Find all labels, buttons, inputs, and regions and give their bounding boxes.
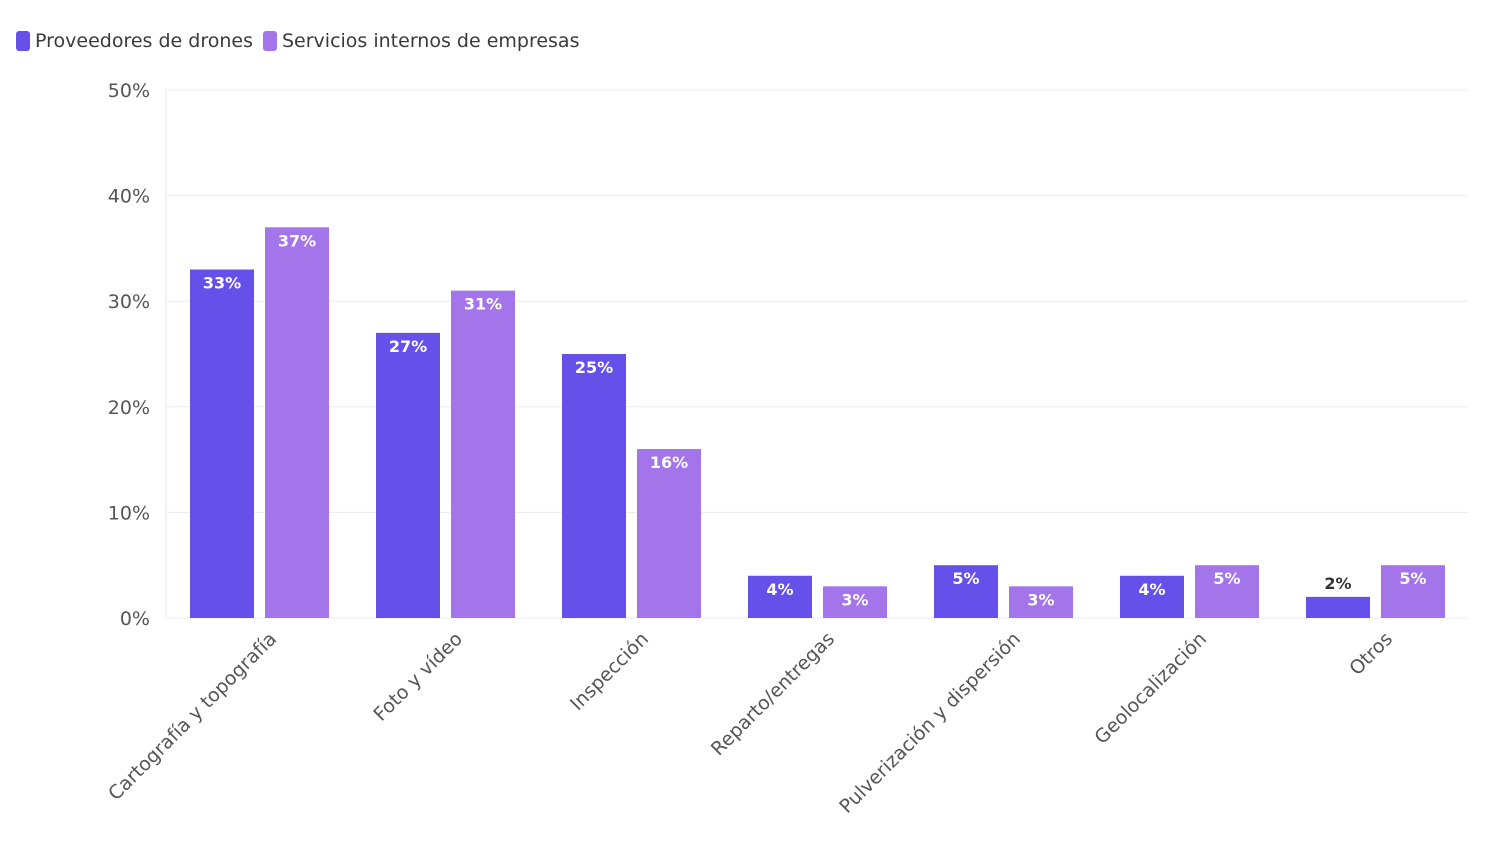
y-tick-label: 50% bbox=[108, 80, 150, 102]
legend-swatch-proveedores bbox=[16, 31, 30, 51]
data-label: 37% bbox=[278, 231, 316, 250]
bar bbox=[1009, 586, 1073, 618]
data-label: 5% bbox=[952, 569, 979, 588]
bar bbox=[190, 269, 254, 618]
bar bbox=[934, 565, 998, 618]
bar bbox=[1306, 596, 1370, 618]
legend-label-servicios: Servicios internos de empresas bbox=[281, 30, 580, 52]
legend: Proveedores de drones Servicios internos… bbox=[16, 30, 589, 52]
bar bbox=[451, 290, 515, 618]
legend-item-servicios[interactable]: Servicios internos de empresas bbox=[262, 30, 580, 52]
legend-swatch-servicios bbox=[262, 31, 277, 51]
bar bbox=[376, 332, 440, 618]
bar bbox=[637, 449, 701, 618]
data-label: 5% bbox=[1399, 569, 1426, 588]
y-tick-label: 40% bbox=[108, 186, 150, 208]
y-tick-label: 20% bbox=[108, 397, 150, 419]
bar bbox=[1195, 565, 1259, 618]
grid-layer bbox=[165, 89, 1468, 619]
y-tick-label: 30% bbox=[108, 291, 150, 313]
x-tick-label: Cartografía y topografía bbox=[104, 628, 281, 805]
data-label: 16% bbox=[650, 453, 688, 472]
bar bbox=[562, 354, 626, 618]
bar bbox=[1381, 565, 1445, 618]
data-label: 25% bbox=[575, 358, 613, 377]
data-label: 4% bbox=[766, 580, 793, 599]
legend-label-proveedores: Proveedores de drones bbox=[35, 30, 253, 52]
legend-item-proveedores[interactable]: Proveedores de drones bbox=[16, 30, 253, 52]
data-label: 3% bbox=[1027, 590, 1054, 609]
x-tick-label: Inspección bbox=[566, 628, 653, 715]
bar bbox=[1120, 575, 1184, 618]
bar-layer bbox=[190, 227, 1445, 618]
data-label: 2% bbox=[1324, 574, 1351, 593]
data-label: 5% bbox=[1213, 569, 1240, 588]
data-label: 31% bbox=[464, 295, 502, 314]
y-tick-label: 0% bbox=[120, 608, 150, 630]
y-tick-label: 10% bbox=[108, 502, 150, 524]
x-tick-label: Pulverización y dispersión bbox=[835, 628, 1025, 818]
data-label: 27% bbox=[389, 337, 427, 356]
x-tick-label: Reparto/entregas bbox=[707, 628, 839, 760]
x-tick-label: Foto y vídeo bbox=[369, 628, 467, 726]
data-label: 33% bbox=[203, 274, 241, 293]
x-tick-label: Otros bbox=[1345, 628, 1397, 680]
data-label: 3% bbox=[841, 590, 868, 609]
bar bbox=[823, 586, 887, 618]
bar bbox=[265, 227, 329, 618]
x-tick-label: Geolocalización bbox=[1090, 628, 1211, 749]
data-label: 4% bbox=[1138, 580, 1165, 599]
bar bbox=[748, 575, 812, 618]
